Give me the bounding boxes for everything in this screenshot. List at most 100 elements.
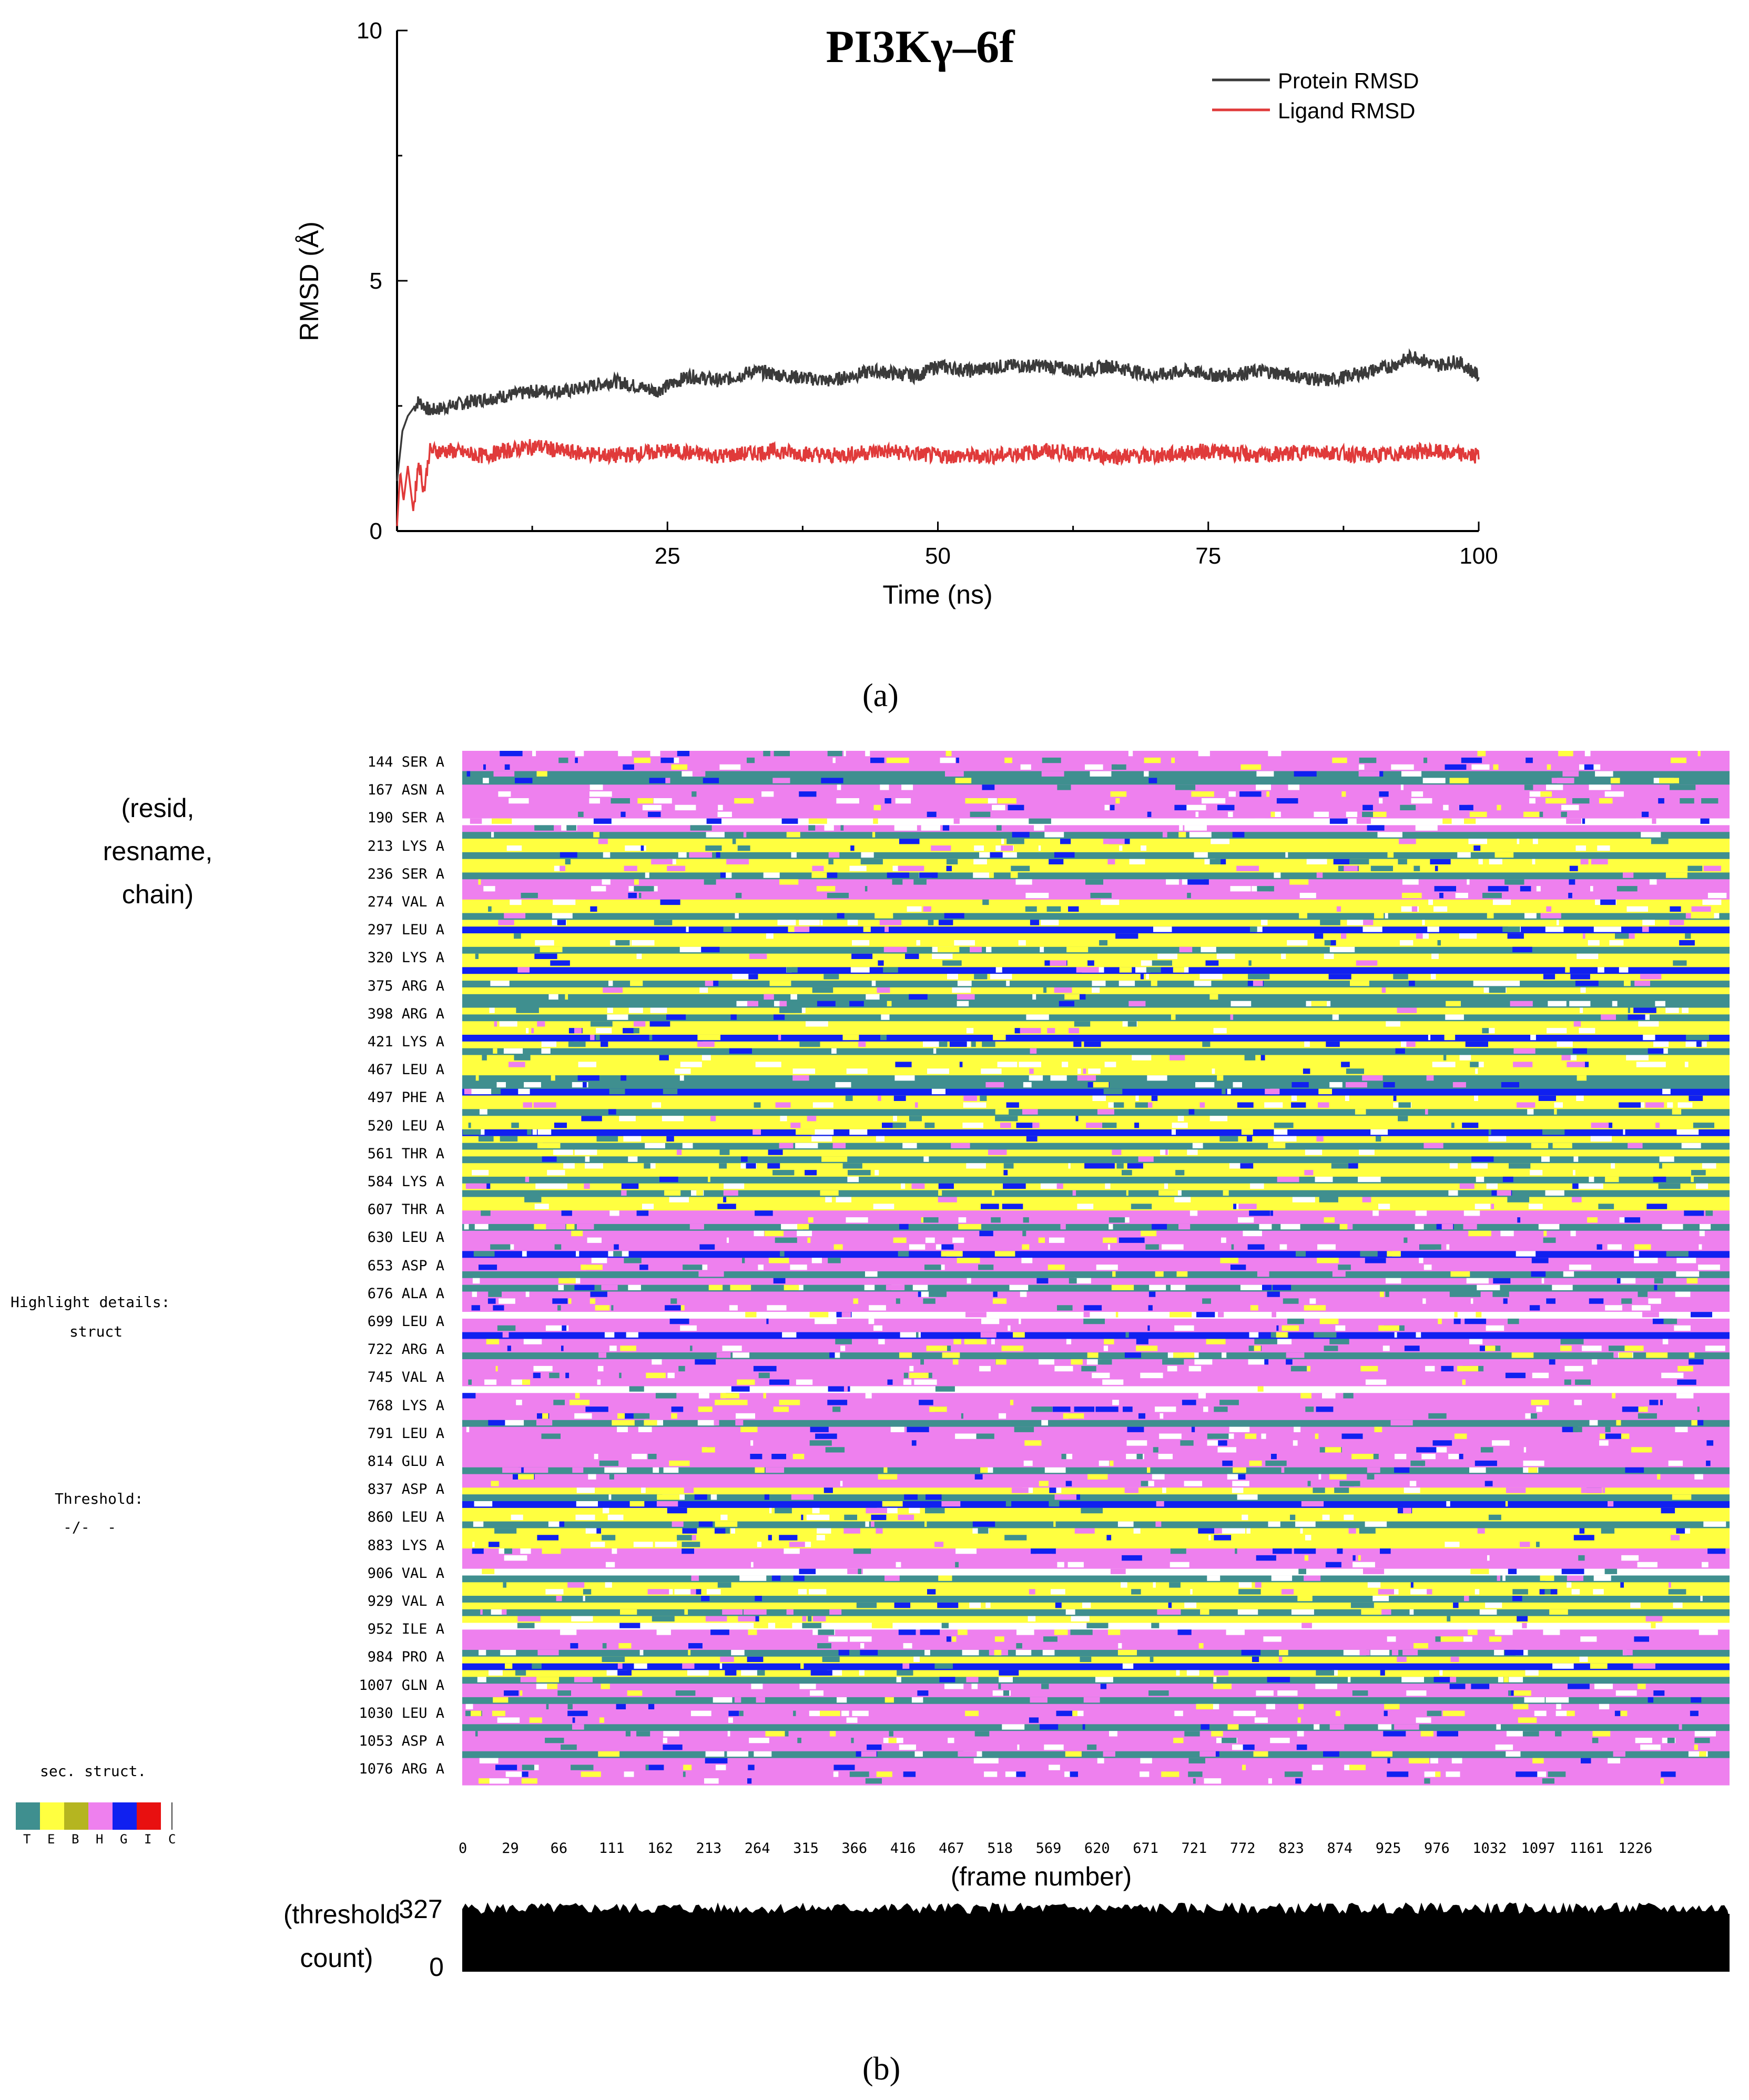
ss-row [462, 1265, 1730, 1272]
frame-tick-label: 925 [1375, 1840, 1401, 1857]
ss-row [462, 1224, 1730, 1231]
legend-swatch-G [113, 1802, 137, 1830]
rmsd-chart: 25 50 75 100 0 5 10 PI3Kγ–6f Time (ns) RMSD (Å… [294, 18, 1498, 609]
frame-tick-label: 976 [1424, 1840, 1450, 1857]
residue-label: 699 LEU A [367, 1313, 444, 1330]
ss-row [462, 1481, 1730, 1488]
residue-label: 320 LYS A [367, 950, 444, 966]
residue-label: 421 LYS A [367, 1034, 444, 1050]
ss-row [462, 1379, 1730, 1387]
y-tick-label: 0 [370, 518, 382, 544]
ss-row [462, 1704, 1730, 1711]
ss-row [462, 1014, 1730, 1022]
residue-label: 676 ALA A [367, 1285, 444, 1302]
residue-label: 398 ARG A [367, 1005, 444, 1022]
ss-row [462, 1062, 1730, 1069]
frame-tick-label: 29 [502, 1840, 519, 1857]
ss-row [462, 1535, 1730, 1542]
residue-label: 653 ASP A [367, 1257, 444, 1274]
ss-row [462, 1332, 1730, 1340]
highlight-details-value: struct [69, 1323, 123, 1340]
threshold-label: Threshold: [55, 1490, 144, 1507]
ss-row [462, 1176, 1730, 1184]
residue-label: 607 THR A [367, 1201, 444, 1218]
threshold-value: -/- - [63, 1518, 117, 1536]
ss-row [462, 926, 1730, 934]
ss-row [462, 1190, 1730, 1198]
ss-row [462, 1629, 1730, 1637]
ss-row [462, 1393, 1730, 1400]
ss-row [462, 974, 1730, 981]
ss-row [462, 1663, 1730, 1671]
frame-tick-label: 366 [841, 1840, 868, 1857]
residue-label: 984 PRO A [367, 1649, 444, 1666]
series-line-protein [396, 348, 1480, 481]
residue-label: 190 SER A [367, 810, 444, 827]
threshold-count-max: 327 [399, 1894, 443, 1924]
ss-row [462, 1055, 1730, 1062]
ss-row [462, 832, 1730, 839]
ss-row [462, 1028, 1730, 1035]
residue-label: 213 LYS A [367, 838, 444, 854]
legend-swatch-H [88, 1802, 113, 1830]
ss-row [462, 1433, 1730, 1441]
legend: Protein RMSD Ligand RMSD [1212, 68, 1419, 123]
residue-label: 375 ARG A [367, 977, 444, 994]
ss-row [462, 852, 1730, 860]
ss-row [462, 913, 1730, 921]
ss-row [462, 1501, 1730, 1508]
residue-label: 791 LEU A [367, 1425, 444, 1442]
ss-row [462, 1649, 1730, 1657]
panel-a-label: (a) [862, 678, 899, 713]
ss-row [462, 1278, 1730, 1286]
resid-header-line1: (resid, [121, 793, 195, 823]
ss-row [462, 899, 1730, 907]
residue-label: 297 LEU A [367, 922, 444, 939]
ss-row [462, 1440, 1730, 1447]
residue-label: 144 SER A [367, 754, 444, 770]
ss-row [462, 825, 1730, 832]
ss-row [462, 1542, 1730, 1549]
legend-code-C: C [168, 1832, 176, 1847]
ss-row [462, 1312, 1730, 1319]
ss-row [462, 906, 1730, 914]
ss-row [462, 872, 1730, 880]
ss-row [462, 839, 1730, 846]
ss-row [462, 1609, 1730, 1617]
sec-struct-legend-title: sec. struct. [40, 1762, 147, 1780]
frame-tick-label: 0 [459, 1840, 467, 1857]
ss-row [462, 1271, 1730, 1279]
legend-code-G: G [120, 1832, 128, 1847]
residue-label: 630 LEU A [367, 1229, 444, 1246]
ss-row [462, 1494, 1730, 1502]
legend-swatch-E [40, 1802, 64, 1830]
panel-b-label: (b) [862, 2051, 901, 2087]
frame-tick-label: 416 [890, 1840, 916, 1857]
residue-label: 561 THR A [367, 1145, 444, 1162]
frame-tick-label: 671 [1133, 1840, 1158, 1857]
ss-row [462, 1684, 1730, 1691]
ss-row [462, 757, 1730, 765]
ss-row [462, 1285, 1730, 1292]
ss-row [462, 1778, 1730, 1786]
residue-label: 584 LYS A [367, 1174, 444, 1190]
ss-row [462, 784, 1730, 792]
legend-swatch-C [171, 1802, 178, 1830]
ss-row [462, 1643, 1730, 1650]
ss-row [462, 1339, 1730, 1346]
ss-row [462, 1156, 1730, 1164]
threshold-count-bar [462, 1914, 1730, 1972]
ss-row [462, 1690, 1730, 1698]
residue-label: 952 ILE A [367, 1621, 444, 1638]
ss-row [462, 946, 1730, 954]
ss-row [462, 1345, 1730, 1353]
ss-row [462, 1210, 1730, 1218]
ss-row [462, 845, 1730, 853]
ss-row [462, 1616, 1730, 1624]
ss-row [462, 1244, 1730, 1251]
ss-row [462, 1555, 1730, 1563]
ss-row [462, 1237, 1730, 1245]
highlight-details-label: Highlight details: [11, 1293, 170, 1311]
ss-row [462, 1751, 1730, 1759]
legend-code-T: T [23, 1832, 31, 1847]
